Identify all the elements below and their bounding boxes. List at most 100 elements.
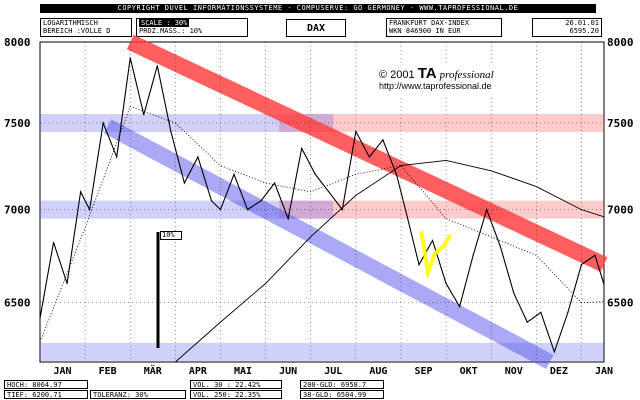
highlight-segment bbox=[419, 231, 453, 281]
x-tick-10: NOV bbox=[505, 366, 523, 377]
x-tick-12: JAN bbox=[595, 366, 613, 377]
price-point-1 bbox=[52, 241, 55, 243]
x-tick-8: SEP bbox=[414, 366, 432, 377]
y-tick-right-7500: 7500 bbox=[607, 117, 634, 130]
price-point-40 bbox=[567, 311, 569, 313]
band-horizontal-red-1 bbox=[279, 200, 604, 219]
x-tick-5: JUN bbox=[279, 366, 297, 377]
price-point-27 bbox=[395, 173, 398, 175]
scale-marker-text: 10% bbox=[162, 231, 175, 239]
price-point-0 bbox=[39, 317, 41, 319]
credit-url: http://www.taprofessional.de bbox=[379, 81, 492, 91]
price-point-10 bbox=[170, 130, 172, 133]
price-point-16 bbox=[246, 209, 249, 211]
instrument-box: FRANKFURT DAX-INDEX WKN 846900 IN EUR bbox=[386, 18, 502, 37]
price-point-20 bbox=[301, 147, 303, 149]
x-tick-0: JAN bbox=[54, 366, 72, 377]
y-tick-right-8000: 8000 bbox=[607, 36, 634, 49]
price-point-38 bbox=[540, 311, 542, 313]
series-thin bbox=[175, 159, 605, 363]
x-tick-9: OKT bbox=[460, 366, 478, 377]
price-point-30 bbox=[431, 239, 434, 242]
x-tick-4: MAI bbox=[234, 366, 252, 377]
x-tick-6: JUL bbox=[324, 366, 342, 377]
x-tick-11: DEZ bbox=[550, 366, 568, 377]
y-tick-left-8000: 8000 bbox=[4, 36, 31, 49]
price-point-3 bbox=[80, 191, 82, 193]
price-point-36 bbox=[513, 292, 515, 294]
last-value-label: 6595.20 bbox=[569, 27, 599, 35]
credit-brand: TA bbox=[417, 65, 437, 82]
copyright-banner: COPYRIGHT DUVEL INFORMATIONSSYSTEME - CO… bbox=[40, 4, 596, 13]
y-tick-left-6500: 6500 bbox=[4, 297, 31, 310]
y-tick-left-7000: 7000 bbox=[4, 204, 31, 217]
price-point-5 bbox=[102, 122, 104, 124]
price-point-25 bbox=[368, 156, 370, 158]
price-point-6 bbox=[116, 156, 118, 158]
price-point-17 bbox=[260, 200, 262, 202]
footer-vol30: VOL. 30 : 22.42% bbox=[190, 380, 282, 389]
scale-marker-label: 10% bbox=[160, 231, 182, 240]
channel-blue bbox=[103, 119, 554, 370]
footer-toleranz: TOLERANZ: 30% bbox=[90, 390, 186, 399]
price-point-8 bbox=[143, 114, 145, 116]
price-point-18 bbox=[274, 182, 276, 184]
price-point-34 bbox=[486, 209, 488, 211]
x-tick-7: AUG bbox=[369, 366, 387, 377]
y-tick-left-7500: 7500 bbox=[4, 117, 31, 130]
series-dotted bbox=[39, 105, 605, 343]
price-point-43 bbox=[603, 283, 605, 286]
footer-200gld: 200-GLD: 6958.7 bbox=[300, 380, 384, 389]
price-point-35 bbox=[499, 245, 501, 247]
y-tick-right-7000: 7000 bbox=[607, 204, 634, 217]
credit-brand-suffix: professional bbox=[439, 69, 494, 81]
date-box: 26.01.01 6595.20 bbox=[532, 18, 602, 37]
price-point-24 bbox=[355, 130, 357, 133]
y-tick-right-6500: 6500 bbox=[607, 297, 634, 310]
footer-38gld: 38-GLD: 6504.99 bbox=[300, 390, 384, 399]
scale-mode-box: LOGARITHMISCH BEREICH :VOLLE D bbox=[40, 18, 132, 37]
credit-box: © 2001 TA professional http://www.taprof… bbox=[375, 64, 511, 96]
price-point-14 bbox=[219, 209, 222, 211]
price-point-37 bbox=[526, 321, 528, 323]
scale-box: SCALE : 30% PROZ.MASS.: 10% bbox=[136, 18, 248, 37]
proz-label: PROZ.MASS.: 10% bbox=[139, 27, 203, 35]
price-point-33 bbox=[472, 254, 474, 256]
footer-vol250: VOL. 250: 22.35% bbox=[190, 390, 282, 399]
band-horizontal-blue-4 bbox=[40, 342, 604, 361]
price-point-23 bbox=[341, 209, 343, 211]
chart-title: DAX bbox=[286, 19, 346, 37]
price-point-2 bbox=[66, 282, 68, 285]
price-point-4 bbox=[89, 209, 91, 211]
scale-mode-label: LOGARITHMISCH bbox=[43, 19, 98, 27]
price-point-11 bbox=[183, 182, 185, 184]
price-point-26 bbox=[382, 139, 384, 141]
price-point-39 bbox=[553, 351, 555, 353]
price-point-12 bbox=[197, 156, 199, 158]
x-tick-1: FEB bbox=[99, 366, 117, 377]
band-horizontal-red-0 bbox=[279, 114, 604, 133]
wkn-label: WKN 846900 IN EUR bbox=[389, 27, 461, 35]
price-point-31 bbox=[445, 282, 447, 285]
price-point-13 bbox=[210, 200, 213, 202]
x-tick-2: MÄR bbox=[144, 363, 163, 377]
series-solid bbox=[39, 57, 605, 354]
price-point-41 bbox=[580, 264, 583, 266]
credit-year: © 2001 bbox=[379, 69, 415, 81]
price-point-7 bbox=[129, 57, 131, 59]
footer-hoch: HOCH: 8064.97 bbox=[4, 380, 88, 389]
footer-tief: TIEF: 6200.71 bbox=[4, 390, 88, 399]
price-point-21 bbox=[314, 173, 316, 175]
price-point-28 bbox=[404, 209, 407, 211]
price-point-32 bbox=[459, 305, 461, 308]
price-point-29 bbox=[418, 264, 420, 266]
date-label: 26.01.01 bbox=[565, 19, 599, 27]
price-point-9 bbox=[156, 65, 158, 67]
price-point-19 bbox=[287, 218, 289, 220]
scale-label: SCALE : 30% bbox=[139, 19, 190, 27]
price-point-42 bbox=[594, 254, 596, 256]
price-point-22 bbox=[328, 191, 330, 193]
price-point-15 bbox=[233, 173, 235, 175]
exchange-label: FRANKFURT DAX-INDEX bbox=[389, 19, 470, 27]
